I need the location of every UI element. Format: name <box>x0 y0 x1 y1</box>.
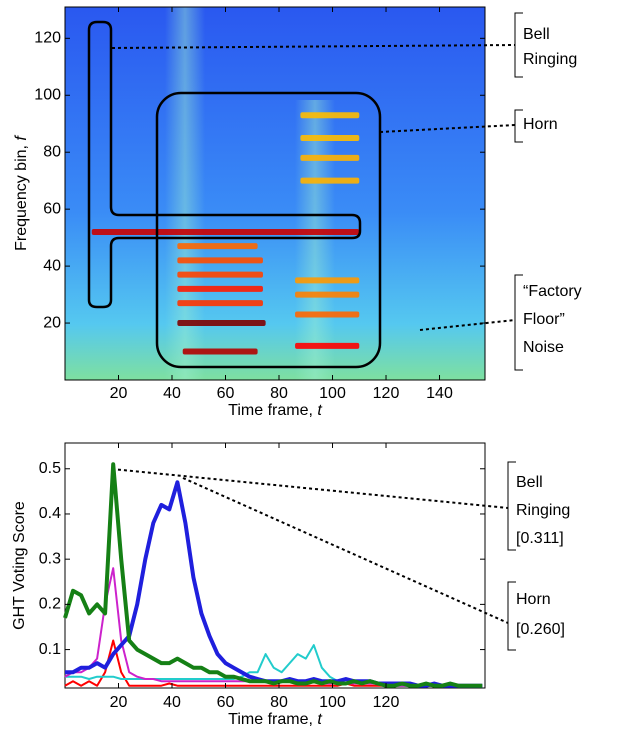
y-tick-label: 0.1 <box>39 641 61 658</box>
leader-line <box>379 124 516 133</box>
band <box>182 348 258 355</box>
axis-title-variable: f <box>13 135 30 141</box>
annotation: Floor” <box>523 311 565 328</box>
annotation: [0.311] <box>516 530 564 547</box>
x-tick-label: 20 <box>110 694 128 711</box>
x-tick-label: 100 <box>319 694 346 711</box>
band <box>300 154 360 161</box>
axis-title: Time frame, t <box>228 402 322 419</box>
y-tick-label: 60 <box>43 200 61 217</box>
axis-title: Frequency bin, f <box>13 135 30 251</box>
spectrogram-background <box>65 7 485 380</box>
band <box>177 271 263 278</box>
band <box>295 311 360 318</box>
x-tick-label: 20 <box>110 385 128 402</box>
spectrogram-texture <box>295 100 335 380</box>
band <box>295 277 360 284</box>
annotation: Horn <box>523 116 558 133</box>
series-line <box>63 462 483 688</box>
axis-title: GHT Voting Score <box>11 501 28 630</box>
x-tick-label: 40 <box>163 694 181 711</box>
x-tick-label: 120 <box>373 385 400 402</box>
annotation: Ringing <box>516 502 570 519</box>
axis-title-variable: t <box>317 402 322 419</box>
axis-title-text: Time frame, <box>228 711 317 728</box>
x-tick-label: 60 <box>217 385 235 402</box>
band <box>295 342 360 349</box>
y-tick-label: 0.2 <box>39 596 61 613</box>
band <box>300 112 360 119</box>
x-tick-label: 120 <box>373 694 400 711</box>
leader-line <box>419 319 516 331</box>
annotation: Ringing <box>523 51 577 68</box>
axis-title-text: Frequency bin, <box>13 141 30 251</box>
bands <box>91 112 360 355</box>
y-tick-label: 80 <box>43 143 61 160</box>
y-tick-label: 0.4 <box>39 505 61 522</box>
annotation: Noise <box>523 339 564 356</box>
annotation-bracket <box>507 581 516 651</box>
x-tick-label: 80 <box>270 694 288 711</box>
band <box>91 228 360 235</box>
bell-region <box>87 20 362 309</box>
y-tick-label: 0.3 <box>39 550 61 567</box>
leader-line <box>111 468 509 509</box>
annotation-bracket <box>514 109 523 143</box>
annotation-bracket <box>514 274 523 371</box>
leader-line <box>182 477 509 624</box>
y-tick-label: 120 <box>34 30 61 47</box>
spectrogram-texture <box>165 7 205 380</box>
plot-frame <box>64 442 486 689</box>
x-tick-label: 140 <box>426 385 453 402</box>
axis-title-variable: t <box>317 711 322 728</box>
y-tick-label: 0.5 <box>39 460 61 477</box>
x-tick-label: 80 <box>270 385 288 402</box>
band <box>177 285 263 292</box>
annotation: Bell <box>516 474 543 491</box>
x-tick-label: 40 <box>163 385 181 402</box>
plot-frame <box>64 6 486 381</box>
x-tick-label: 60 <box>217 694 235 711</box>
y-tick-label: 40 <box>43 257 61 274</box>
y-tick-label: 20 <box>43 314 61 331</box>
x-tick-label: 100 <box>319 385 346 402</box>
axis-title-text: Time frame, <box>228 402 317 419</box>
band <box>177 320 266 327</box>
band <box>177 300 263 307</box>
horn-region <box>155 91 382 369</box>
annotation: “Factory <box>523 283 582 300</box>
band <box>177 243 258 250</box>
band <box>177 257 263 264</box>
annotation: [0.260] <box>516 621 565 638</box>
annotation-bracket <box>514 12 523 78</box>
annotation: Bell <box>523 26 550 43</box>
band <box>300 134 360 141</box>
annotation-bracket <box>507 461 516 551</box>
annotation: Horn <box>516 591 551 608</box>
axis-title: Time frame, t <box>228 711 322 728</box>
y-tick-label: 100 <box>34 86 61 103</box>
band <box>295 291 360 298</box>
band <box>300 177 360 184</box>
leader-line <box>111 44 516 49</box>
